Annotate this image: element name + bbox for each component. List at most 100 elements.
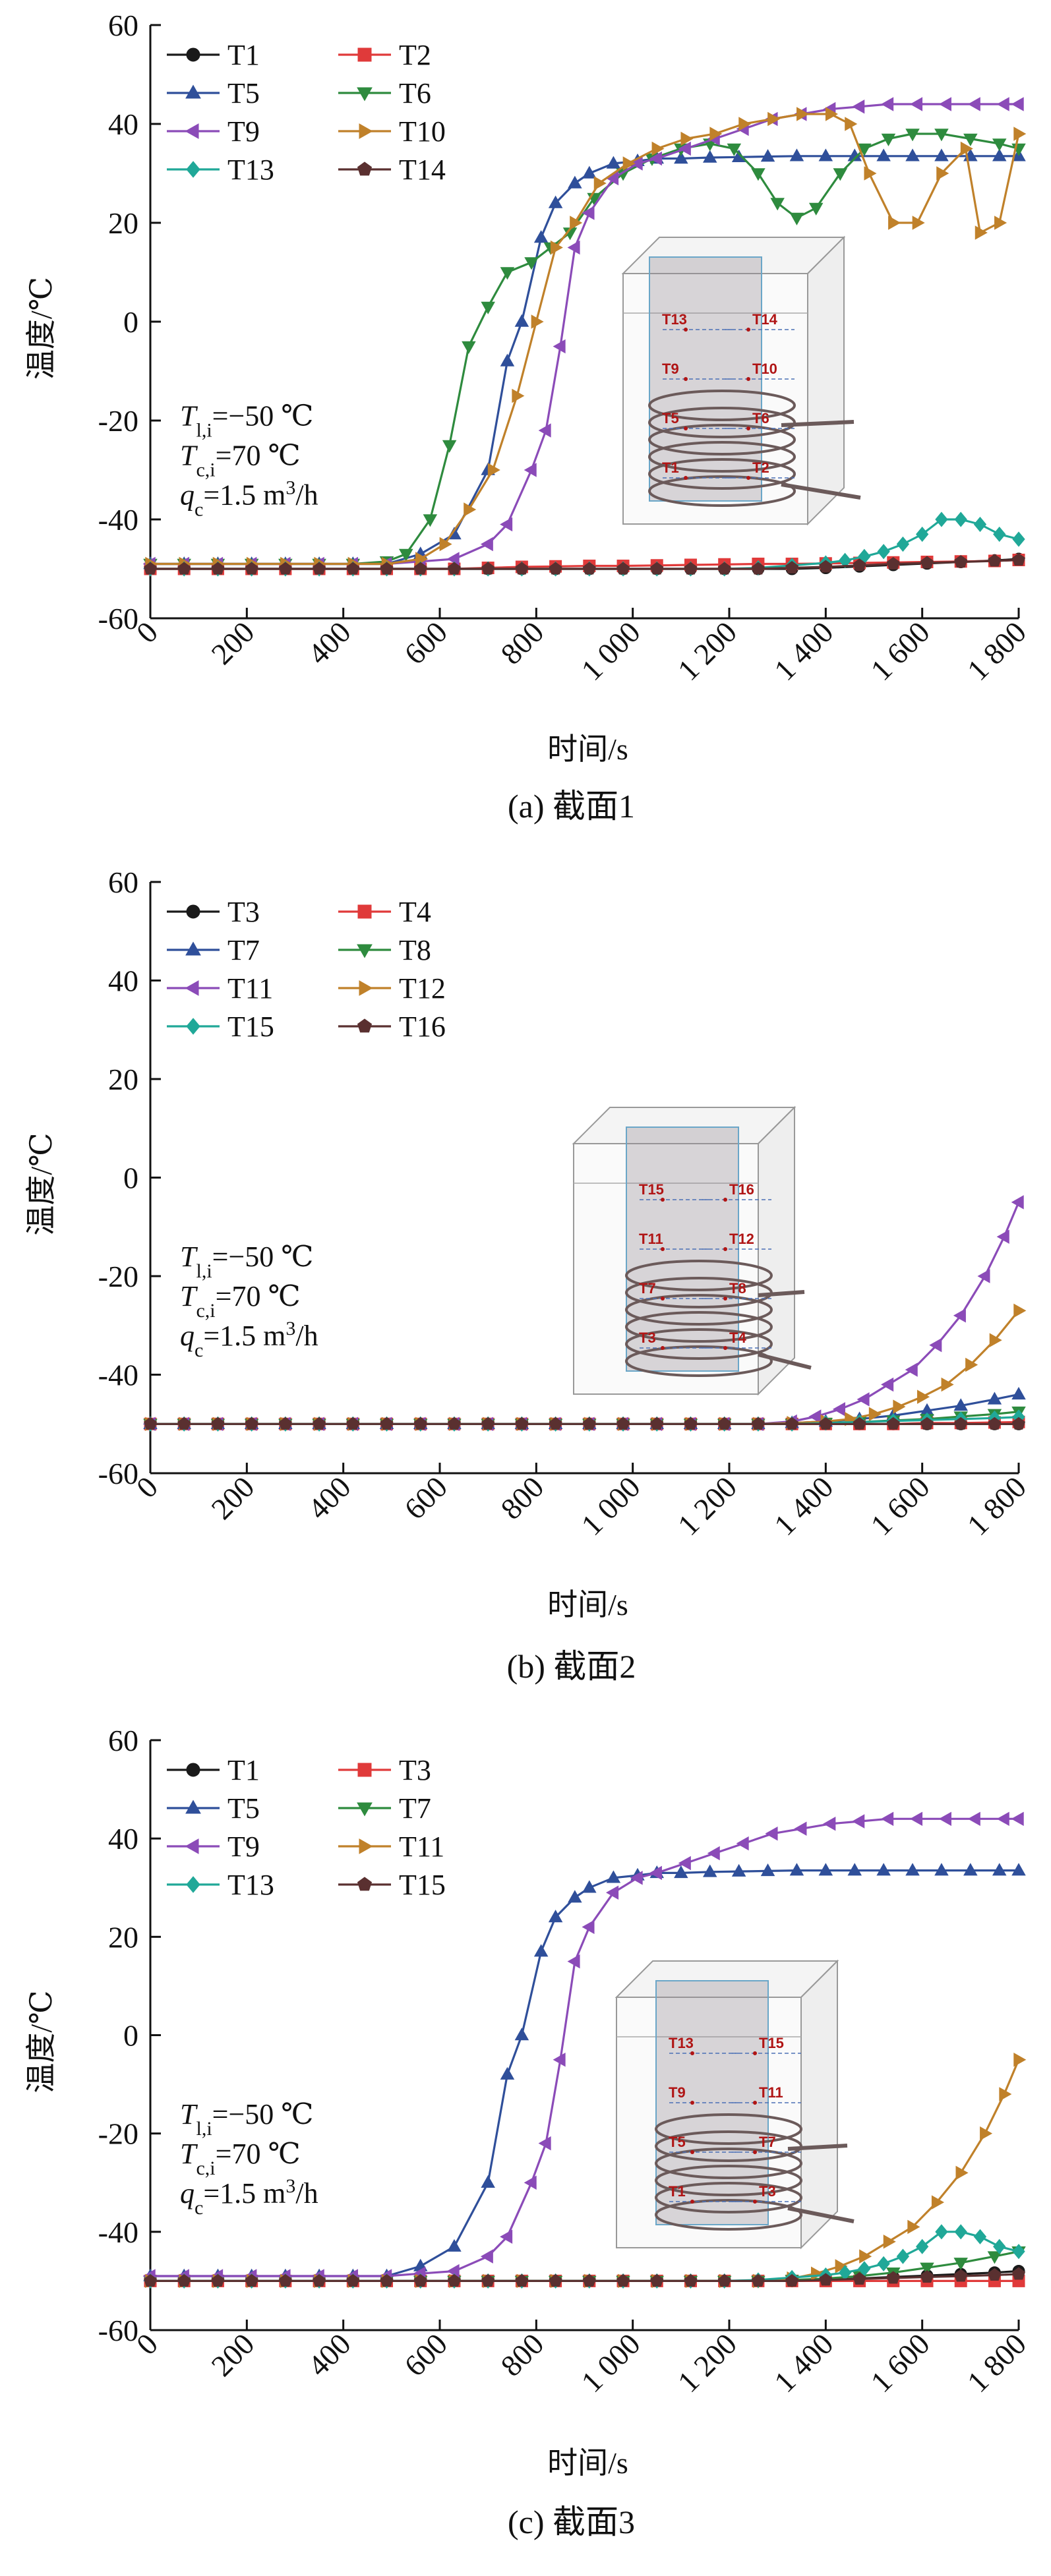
data-point [954, 1417, 968, 1430]
data-point [684, 562, 698, 575]
annotation-value: =1.5 m [203, 479, 285, 512]
data-point [967, 1811, 980, 1827]
panel-caption: (c) 截面3 [508, 2503, 635, 2540]
data-point [789, 148, 804, 161]
annotation-subscript: c,i [196, 2157, 215, 2179]
data-point [938, 1811, 951, 1827]
data-point [549, 2273, 562, 2287]
y-tick-label: 40 [108, 964, 138, 998]
data-point [973, 2229, 987, 2244]
data-point [650, 1417, 664, 1430]
probe-label: T5 [662, 410, 679, 426]
coil-pipe-lower [787, 2206, 855, 2223]
data-point [1013, 2053, 1027, 2067]
data-point [987, 2251, 1002, 2264]
annotation-value: =70 ℃ [216, 440, 301, 472]
data-point [1011, 1387, 1026, 1400]
probe-point [684, 328, 688, 332]
data-point [935, 2224, 948, 2240]
data-point [992, 1863, 1007, 1876]
x-tick-label: 800 [495, 615, 551, 671]
data-point [582, 206, 595, 220]
data-point [512, 388, 525, 403]
conditions-annotation: Tl,i=−50 ℃Tc,i=70 ℃qc=1.5 m3/h [180, 400, 318, 521]
data-point [845, 117, 858, 131]
probe-label: T11 [639, 1231, 663, 1247]
data-point [988, 1417, 1002, 1430]
legend-label: T15 [227, 1010, 274, 1043]
data-point [905, 129, 920, 142]
data-point [442, 440, 457, 453]
data-point [650, 562, 664, 575]
data-point [953, 1308, 966, 1323]
probe-label: T2 [752, 459, 769, 476]
data-point [143, 562, 158, 575]
x-tick-label: 800 [495, 2327, 551, 2383]
legend-label: T11 [227, 972, 273, 1005]
data-point [582, 562, 596, 575]
data-point [313, 2273, 326, 2287]
coil-turn [625, 1260, 773, 1291]
x-tick-label: 1 000 [574, 1470, 646, 1542]
x-tick-label: 1 400 [767, 615, 839, 687]
data-point [531, 314, 544, 329]
data-point [934, 148, 949, 161]
data-point [548, 1910, 563, 1923]
data-point [1013, 1303, 1027, 1318]
data-point [622, 156, 636, 171]
data-point [789, 212, 804, 225]
data-point [702, 1864, 717, 1877]
probe-label: T3 [759, 2183, 776, 2200]
data-point [833, 168, 848, 181]
annotation-line: Tc,i=70 ℃ [180, 440, 301, 481]
legend-marker [186, 1876, 200, 1893]
x-tick-label: 1 200 [671, 2327, 743, 2399]
data-point [684, 1417, 698, 1430]
coil-turn [625, 1311, 773, 1343]
coil-turn [648, 441, 796, 473]
probe-label: T12 [729, 1231, 754, 1247]
data-point [760, 1863, 775, 1877]
data-point [886, 2271, 900, 2284]
x-tick-label: 600 [398, 615, 454, 671]
x-axis-label: 时间/s [547, 732, 628, 766]
probe-point [661, 1297, 665, 1301]
probe-label: T6 [752, 410, 769, 426]
legend-label: T3 [399, 1754, 431, 1786]
y-axis-label: 温度/℃ [24, 277, 58, 380]
legend-marker [357, 904, 372, 919]
legend-label: T7 [399, 1792, 431, 1825]
data-point [987, 1391, 1002, 1405]
data-point [967, 97, 980, 111]
probe-point [661, 1247, 665, 1251]
data-point [680, 131, 694, 146]
data-point [481, 2175, 495, 2188]
y-tick-label: 60 [108, 1724, 138, 1757]
y-tick-label: 60 [108, 865, 138, 899]
probe-label: T16 [729, 1181, 754, 1198]
data-point [876, 1863, 891, 1876]
x-tick-label: 400 [301, 615, 357, 671]
data-point [464, 502, 477, 517]
series-line [150, 2059, 1020, 2282]
data-point [582, 1880, 597, 1893]
data-point [593, 176, 607, 190]
data-point [989, 1333, 1002, 1347]
data-point [278, 562, 292, 575]
data-point [717, 2273, 731, 2287]
data-point [819, 1417, 833, 1430]
data-point [934, 1863, 949, 1876]
data-point [896, 536, 910, 552]
data-point [770, 198, 785, 211]
data-point [1011, 1195, 1024, 1210]
annotation-line: qc=1.5 m3/h [180, 477, 318, 520]
legend-label: T13 [227, 1869, 274, 1901]
x-tick-label: 600 [398, 1470, 454, 1526]
annotation-line: Tc,i=70 ℃ [180, 2138, 301, 2179]
data-point [886, 556, 900, 570]
legend-marker [357, 1802, 373, 1817]
y-tick-label: 0 [123, 2019, 138, 2053]
annotation-subscript: c [195, 2196, 203, 2218]
data-point [993, 526, 1006, 542]
data-point [413, 562, 427, 575]
